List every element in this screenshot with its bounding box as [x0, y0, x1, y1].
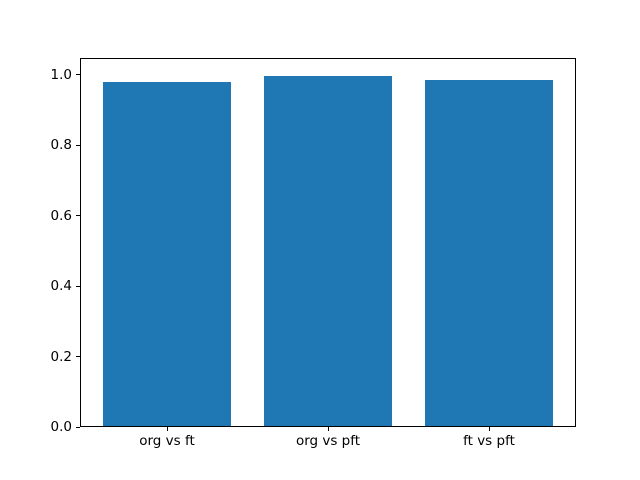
x-tick [327, 427, 329, 431]
x-tick-label: org vs pft [295, 433, 361, 449]
bar-1 [102, 82, 232, 427]
y-tick [76, 426, 80, 428]
y-tick-label: 1.0 [50, 66, 72, 83]
x-tick [166, 427, 168, 431]
y-tick-label: 0.8 [50, 137, 72, 154]
y-tick-label: 0.2 [50, 348, 72, 365]
y-tick [76, 215, 80, 216]
bar-2 [263, 75, 393, 427]
y-tick-label: 0.0 [50, 419, 72, 435]
x-tick-label: ft vs pft [463, 433, 515, 449]
y-tick-label: 0.6 [50, 207, 72, 224]
y-tick [76, 285, 80, 287]
x-tick [488, 427, 490, 431]
y-tick [76, 144, 80, 146]
y-tick [76, 356, 80, 357]
plot-area [80, 58, 576, 427]
y-tick [76, 74, 80, 76]
bar-3 [424, 79, 554, 427]
x-tick-label: org vs ft [139, 433, 195, 449]
y-tick-label: 0.4 [50, 278, 72, 294]
